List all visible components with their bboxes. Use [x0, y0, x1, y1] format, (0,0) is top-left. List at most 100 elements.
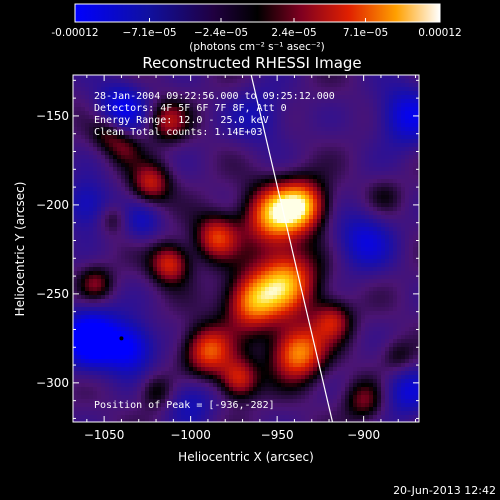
heatmap-cell [293, 231, 298, 236]
heatmap-cell [245, 235, 250, 240]
heatmap-cell [117, 115, 122, 120]
heatmap-cell [389, 115, 394, 120]
heatmap-cell [337, 251, 342, 256]
heatmap-cell [281, 135, 286, 140]
heatmap-cell [245, 91, 250, 96]
heatmap-cell [249, 251, 254, 256]
heatmap-cell [269, 111, 274, 116]
heatmap-cell [169, 199, 174, 204]
heatmap-cell [161, 183, 166, 188]
heatmap-cell [273, 211, 278, 216]
heatmap-cell [261, 259, 266, 264]
heatmap-cell [313, 223, 318, 228]
heatmap-cell [209, 75, 214, 80]
heatmap-cell [229, 231, 234, 236]
heatmap-cell [377, 143, 382, 148]
heatmap-cell [173, 131, 178, 136]
heatmap-cell [329, 275, 334, 280]
heatmap-cell [361, 199, 366, 204]
heatmap-cell [73, 275, 78, 280]
heatmap-cell [89, 287, 94, 292]
heatmap-cell [253, 163, 258, 168]
heatmap-cell [117, 123, 122, 128]
heatmap-cell [109, 135, 114, 140]
heatmap-cell [277, 95, 282, 100]
heatmap-cell [265, 155, 270, 160]
heatmap-cell [245, 103, 250, 108]
heatmap-cell [213, 183, 218, 188]
heatmap-cell [373, 123, 378, 128]
heatmap-cell [297, 199, 302, 204]
heatmap-cell [121, 247, 126, 252]
heatmap-cell [133, 263, 138, 268]
heatmap-cell [405, 287, 410, 292]
heatmap-cell [109, 219, 114, 224]
heatmap-cell [73, 287, 78, 292]
heatmap-cell [241, 155, 246, 160]
heatmap-cell [149, 267, 154, 272]
heatmap-cell [389, 111, 394, 116]
heatmap-cell [385, 211, 390, 216]
heatmap-cell [269, 123, 274, 128]
heatmap-cell [357, 259, 362, 264]
heatmap-cell [169, 291, 174, 296]
heatmap-cell [333, 159, 338, 164]
heatmap-cell [217, 259, 222, 264]
heatmap-cell [213, 235, 218, 240]
heatmap-cell [297, 95, 302, 100]
heatmap-cell [113, 107, 118, 112]
heatmap-cell [269, 151, 274, 156]
heatmap-cell [401, 75, 406, 80]
heatmap-cell [149, 215, 154, 220]
heatmap-cell [229, 207, 234, 212]
heatmap-cell [409, 223, 414, 228]
heatmap-cell [405, 275, 410, 280]
heatmap-cell [401, 83, 406, 88]
heatmap-cell [341, 263, 346, 268]
heatmap-cell [157, 139, 162, 144]
heatmap-cell [409, 199, 414, 204]
heatmap-cell [357, 131, 362, 136]
heatmap-cell [89, 299, 94, 304]
heatmap-cell [285, 159, 290, 164]
heatmap-cell [373, 247, 378, 252]
heatmap-cell [301, 107, 306, 112]
heatmap-cell [385, 231, 390, 236]
heatmap-cell [349, 103, 354, 108]
heatmap-cell [233, 259, 238, 264]
heatmap-cell [97, 287, 102, 292]
heatmap-cell [233, 99, 238, 104]
heatmap-cell [205, 95, 210, 100]
heatmap-cell [165, 91, 170, 96]
heatmap-cell [277, 147, 282, 152]
heatmap-cell [389, 267, 394, 272]
heatmap-cell [293, 283, 298, 288]
heatmap-cell [265, 111, 270, 116]
heatmap-cell [125, 159, 130, 164]
heatmap-cell [345, 255, 350, 260]
heatmap-cell [389, 223, 394, 228]
heatmap-cell [97, 75, 102, 80]
heatmap-cell [277, 99, 282, 104]
heatmap-cell [265, 219, 270, 224]
heatmap-cell [177, 135, 182, 140]
heatmap-cell [85, 167, 90, 172]
heatmap-cell [321, 179, 326, 184]
heatmap-cell [85, 95, 90, 100]
heatmap-cell [277, 119, 282, 124]
heatmap-cell [265, 151, 270, 156]
heatmap-cell [285, 231, 290, 236]
heatmap-cell [121, 119, 126, 124]
heatmap-cell [229, 255, 234, 260]
heatmap-cell [353, 243, 358, 248]
heatmap-cell [241, 75, 246, 80]
heatmap-cell [129, 267, 134, 272]
heatmap-cell [345, 131, 350, 136]
heatmap-cell [285, 243, 290, 248]
heatmap-cell [301, 259, 306, 264]
heatmap-cell [149, 187, 154, 192]
heatmap-cell [157, 75, 162, 80]
heatmap-cell [293, 271, 298, 276]
heatmap-cell [169, 123, 174, 128]
heatmap-cell [173, 199, 178, 204]
